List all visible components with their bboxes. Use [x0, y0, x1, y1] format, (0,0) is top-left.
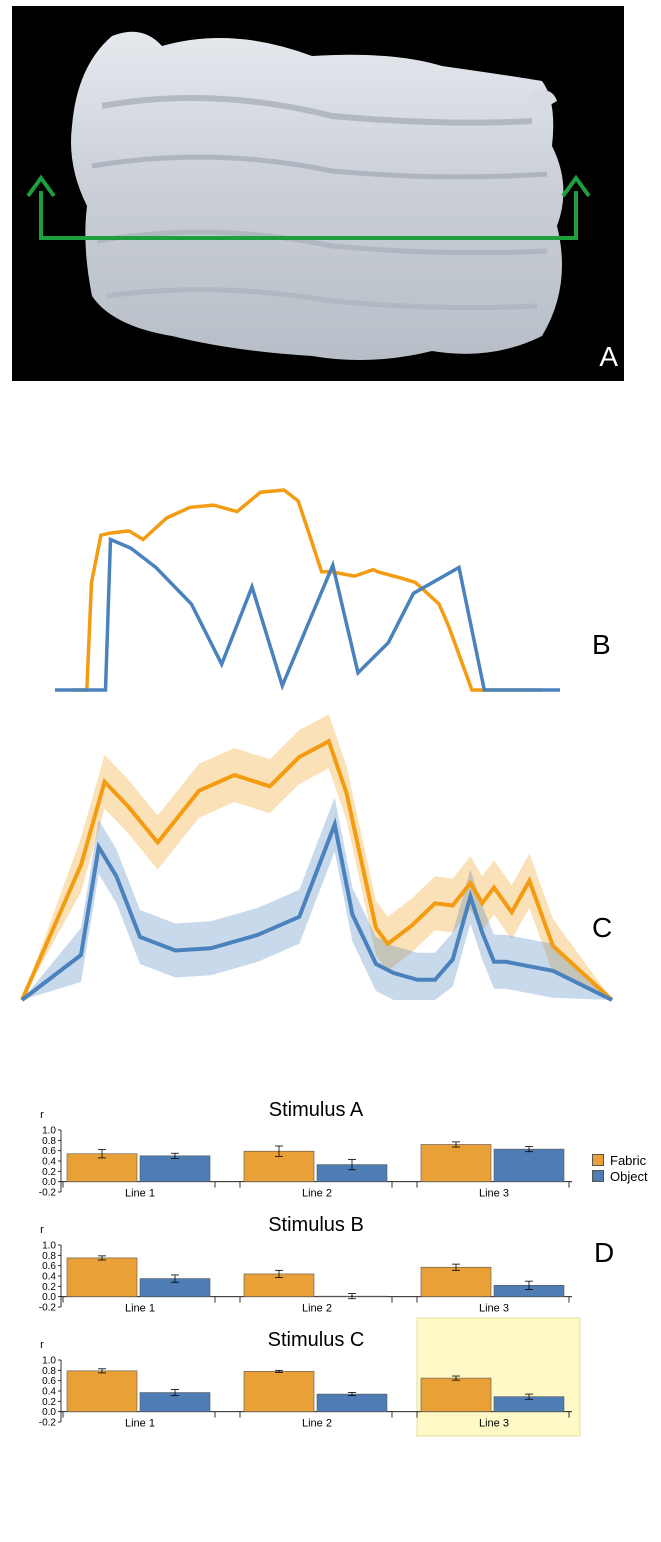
legend-label-object: Object — [610, 1168, 648, 1184]
bar-chart-ylabel: r — [40, 1109, 44, 1121]
bar-chart-ylabel: r — [40, 1224, 44, 1236]
y-tick-label: 0.2 — [42, 1397, 56, 1408]
y-tick-label: 0.6 — [42, 1146, 56, 1157]
y-tick-label: 0.8 — [42, 1251, 56, 1262]
bar-fabric — [66, 1370, 138, 1412]
y-tick-label: 0.4 — [42, 1387, 56, 1398]
arrow-head-right-icon — [561, 174, 591, 198]
y-tick-label: 0.0 — [42, 1407, 56, 1418]
bar-fabric — [420, 1266, 492, 1297]
y-tick-label: 1.0 — [42, 1356, 56, 1367]
fabric-average-line — [20, 738, 614, 1002]
y-tick-label: 0.8 — [42, 1136, 56, 1147]
bar-chart-title: Stimulus B — [268, 1214, 364, 1236]
x-category-label: Line 2 — [302, 1303, 332, 1315]
y-tick-label: 0.0 — [42, 1292, 56, 1303]
x-category-label: Line 3 — [479, 1188, 509, 1200]
bar-fabric — [66, 1257, 138, 1297]
y-tick-label: 0.8 — [42, 1366, 56, 1377]
bar-fabric — [243, 1371, 315, 1412]
y-tick-label: 0.4 — [42, 1272, 56, 1283]
legend: Fabric Object — [592, 1152, 648, 1184]
y-tick-label: 0.2 — [42, 1167, 56, 1178]
bar-fabric — [420, 1144, 492, 1182]
bar-fabric — [66, 1153, 138, 1182]
y-tick-label: 0.6 — [42, 1261, 56, 1272]
y-tick-label: 0.6 — [42, 1376, 56, 1387]
bar-object — [316, 1393, 388, 1412]
x-category-label: Line 1 — [125, 1188, 155, 1200]
profile-chart-svg — [55, 488, 560, 692]
panel-a-fabric-render: A — [12, 6, 624, 381]
x-category-label: Line 2 — [302, 1188, 332, 1200]
panel-label-a: A — [599, 341, 618, 372]
x-category-label: Line 1 — [125, 1303, 155, 1315]
highlight-rect — [416, 1317, 581, 1437]
object-profile-line — [55, 536, 560, 692]
legend-swatch-object — [592, 1170, 604, 1182]
bar-chart-ylabel: r — [40, 1339, 44, 1351]
legend-item-fabric: Fabric — [592, 1152, 648, 1168]
panel-c-average-profile-chart — [0, 700, 661, 1030]
x-category-label: Line 2 — [302, 1418, 332, 1430]
y-tick-label: 1.0 — [42, 1126, 56, 1137]
panel-label-d: D — [594, 1237, 615, 1268]
bar-object — [139, 1155, 211, 1182]
y-tick-label: 1.0 — [42, 1241, 56, 1252]
fabric-profile-line — [72, 488, 543, 692]
object-average-line — [20, 817, 613, 1002]
bar-object — [493, 1148, 565, 1182]
bar-chart-title: Stimulus A — [269, 1099, 364, 1121]
x-category-label: Line 3 — [479, 1418, 509, 1430]
y-tick-label: 0.2 — [42, 1282, 56, 1293]
fabric-render-image — [26, 31, 591, 360]
legend-label-fabric: Fabric — [610, 1152, 647, 1168]
panel-b-profile-chart — [0, 420, 661, 700]
x-category-label: Line 3 — [479, 1303, 509, 1315]
arrow-head-left-icon — [26, 174, 56, 198]
x-category-label: Line 1 — [125, 1418, 155, 1430]
y-tick-label: -0.2 — [39, 1418, 57, 1429]
panel-label-c: C — [592, 912, 613, 943]
bar-fabric — [420, 1377, 492, 1412]
bar-chart-title: Stimulus C — [268, 1329, 365, 1351]
average-profile-chart-svg — [20, 714, 614, 1002]
y-tick-label: 0.4 — [42, 1157, 56, 1168]
legend-swatch-fabric — [592, 1154, 604, 1166]
y-tick-label: -0.2 — [39, 1188, 57, 1199]
y-tick-label: -0.2 — [39, 1303, 57, 1314]
green-arrow-line — [39, 191, 578, 240]
panel-label-b: B — [592, 629, 611, 660]
legend-item-object: Object — [592, 1168, 648, 1184]
y-tick-label: 0.0 — [42, 1177, 56, 1188]
